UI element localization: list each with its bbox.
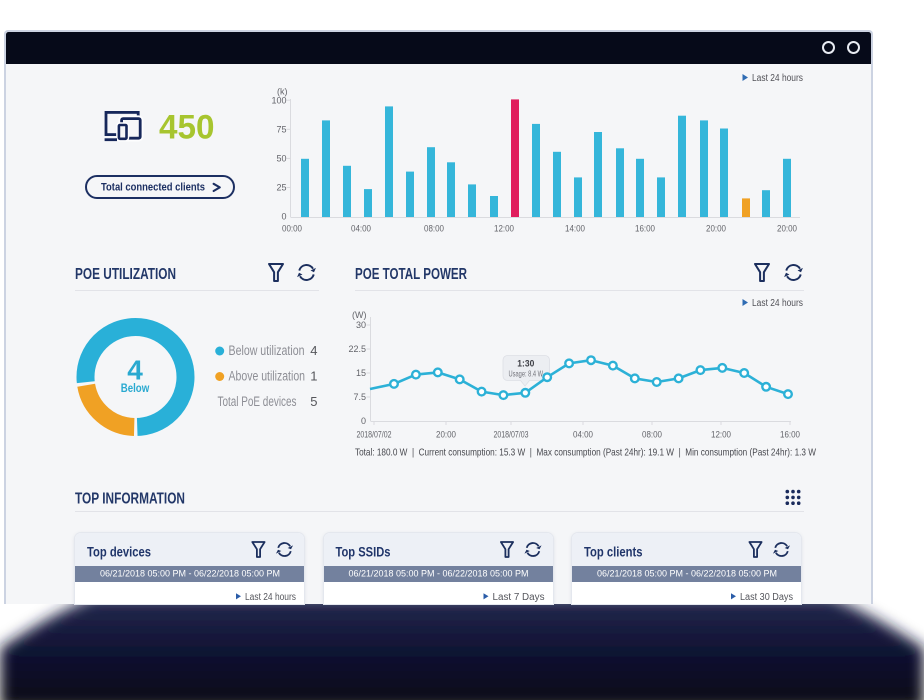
svg-text:0: 0 <box>281 212 286 222</box>
svg-text:2018/07/03: 2018/07/03 <box>494 430 529 440</box>
svg-text:100: 100 <box>271 95 286 105</box>
svg-text:00:00: 00:00 <box>282 224 302 234</box>
svg-text:08:00: 08:00 <box>424 224 444 234</box>
svg-text:TOP INFORMATION: TOP INFORMATION <box>75 490 185 507</box>
svg-text:20:00: 20:00 <box>777 224 797 234</box>
svg-text:Top devices: Top devices <box>87 543 151 559</box>
svg-text:4: 4 <box>310 343 317 358</box>
svg-text:Top clients: Top clients <box>584 543 643 559</box>
svg-text:1: 1 <box>310 368 317 383</box>
svg-text:08:00: 08:00 <box>642 430 662 440</box>
svg-text:4: 4 <box>127 355 143 386</box>
svg-text:20:00: 20:00 <box>436 430 456 440</box>
svg-text:15: 15 <box>356 368 366 378</box>
svg-text:450: 450 <box>159 108 215 146</box>
svg-text:POE TOTAL POWER: POE TOTAL POWER <box>355 266 467 283</box>
svg-text:0: 0 <box>361 416 366 426</box>
svg-text:Last 24 hours: Last 24 hours <box>245 592 296 603</box>
svg-text:Last 24 hours: Last 24 hours <box>752 73 803 84</box>
svg-text:(W): (W) <box>352 310 367 320</box>
svg-text:75: 75 <box>276 124 286 134</box>
svg-text:(k): (k) <box>277 87 288 97</box>
svg-text:12:00: 12:00 <box>711 430 731 440</box>
svg-text:Total connected clients: Total connected clients <box>101 182 205 194</box>
svg-text:Below utilization: Below utilization <box>229 343 305 358</box>
svg-text:06/21/2018 05:00 PM - 06/22/20: 06/21/2018 05:00 PM - 06/22/2018 05:00 P… <box>349 569 529 580</box>
svg-text:Below: Below <box>121 383 150 395</box>
svg-text:20:00: 20:00 <box>706 224 726 234</box>
svg-text:04:00: 04:00 <box>351 224 371 234</box>
svg-text:Total: 180.0 W | Current con: Total: 180.0 W | Current consumption: 15… <box>355 446 816 458</box>
svg-text:06/21/2018 05:00 PM - 06/22/20: 06/21/2018 05:00 PM - 06/22/2018 05:00 P… <box>100 569 280 580</box>
svg-text:POE UTILIZATION: POE UTILIZATION <box>75 266 176 283</box>
svg-text:25: 25 <box>276 183 286 193</box>
svg-text:50: 50 <box>276 154 286 164</box>
svg-text:06/21/2018 05:00 PM - 06/22/20: 06/21/2018 05:00 PM - 06/22/2018 05:00 P… <box>597 569 777 580</box>
svg-text:16:00: 16:00 <box>635 224 655 234</box>
svg-text:04:00: 04:00 <box>573 430 593 440</box>
svg-text:Last 7 Days: Last 7 Days <box>493 592 545 603</box>
svg-text:16:00: 16:00 <box>780 430 800 440</box>
svg-text:2018/07/02: 2018/07/02 <box>357 430 392 440</box>
svg-text:22.5: 22.5 <box>348 344 366 354</box>
svg-text:14:00: 14:00 <box>565 224 585 234</box>
svg-text:Above utilization: Above utilization <box>229 368 306 383</box>
svg-text:12:00: 12:00 <box>494 224 514 234</box>
svg-text:Usage: 8.4 W: Usage: 8.4 W <box>509 370 544 379</box>
svg-text:30: 30 <box>356 320 366 330</box>
svg-text:7.5: 7.5 <box>353 392 366 402</box>
svg-text:5: 5 <box>310 394 317 409</box>
svg-text:1:30: 1:30 <box>517 359 534 370</box>
svg-text:Last 24 hours: Last 24 hours <box>752 298 803 309</box>
svg-text:Last 30 Days: Last 30 Days <box>740 592 793 603</box>
svg-text:Top SSIDs: Top SSIDs <box>336 543 391 559</box>
svg-text:Total PoE devices: Total PoE devices <box>218 394 297 409</box>
